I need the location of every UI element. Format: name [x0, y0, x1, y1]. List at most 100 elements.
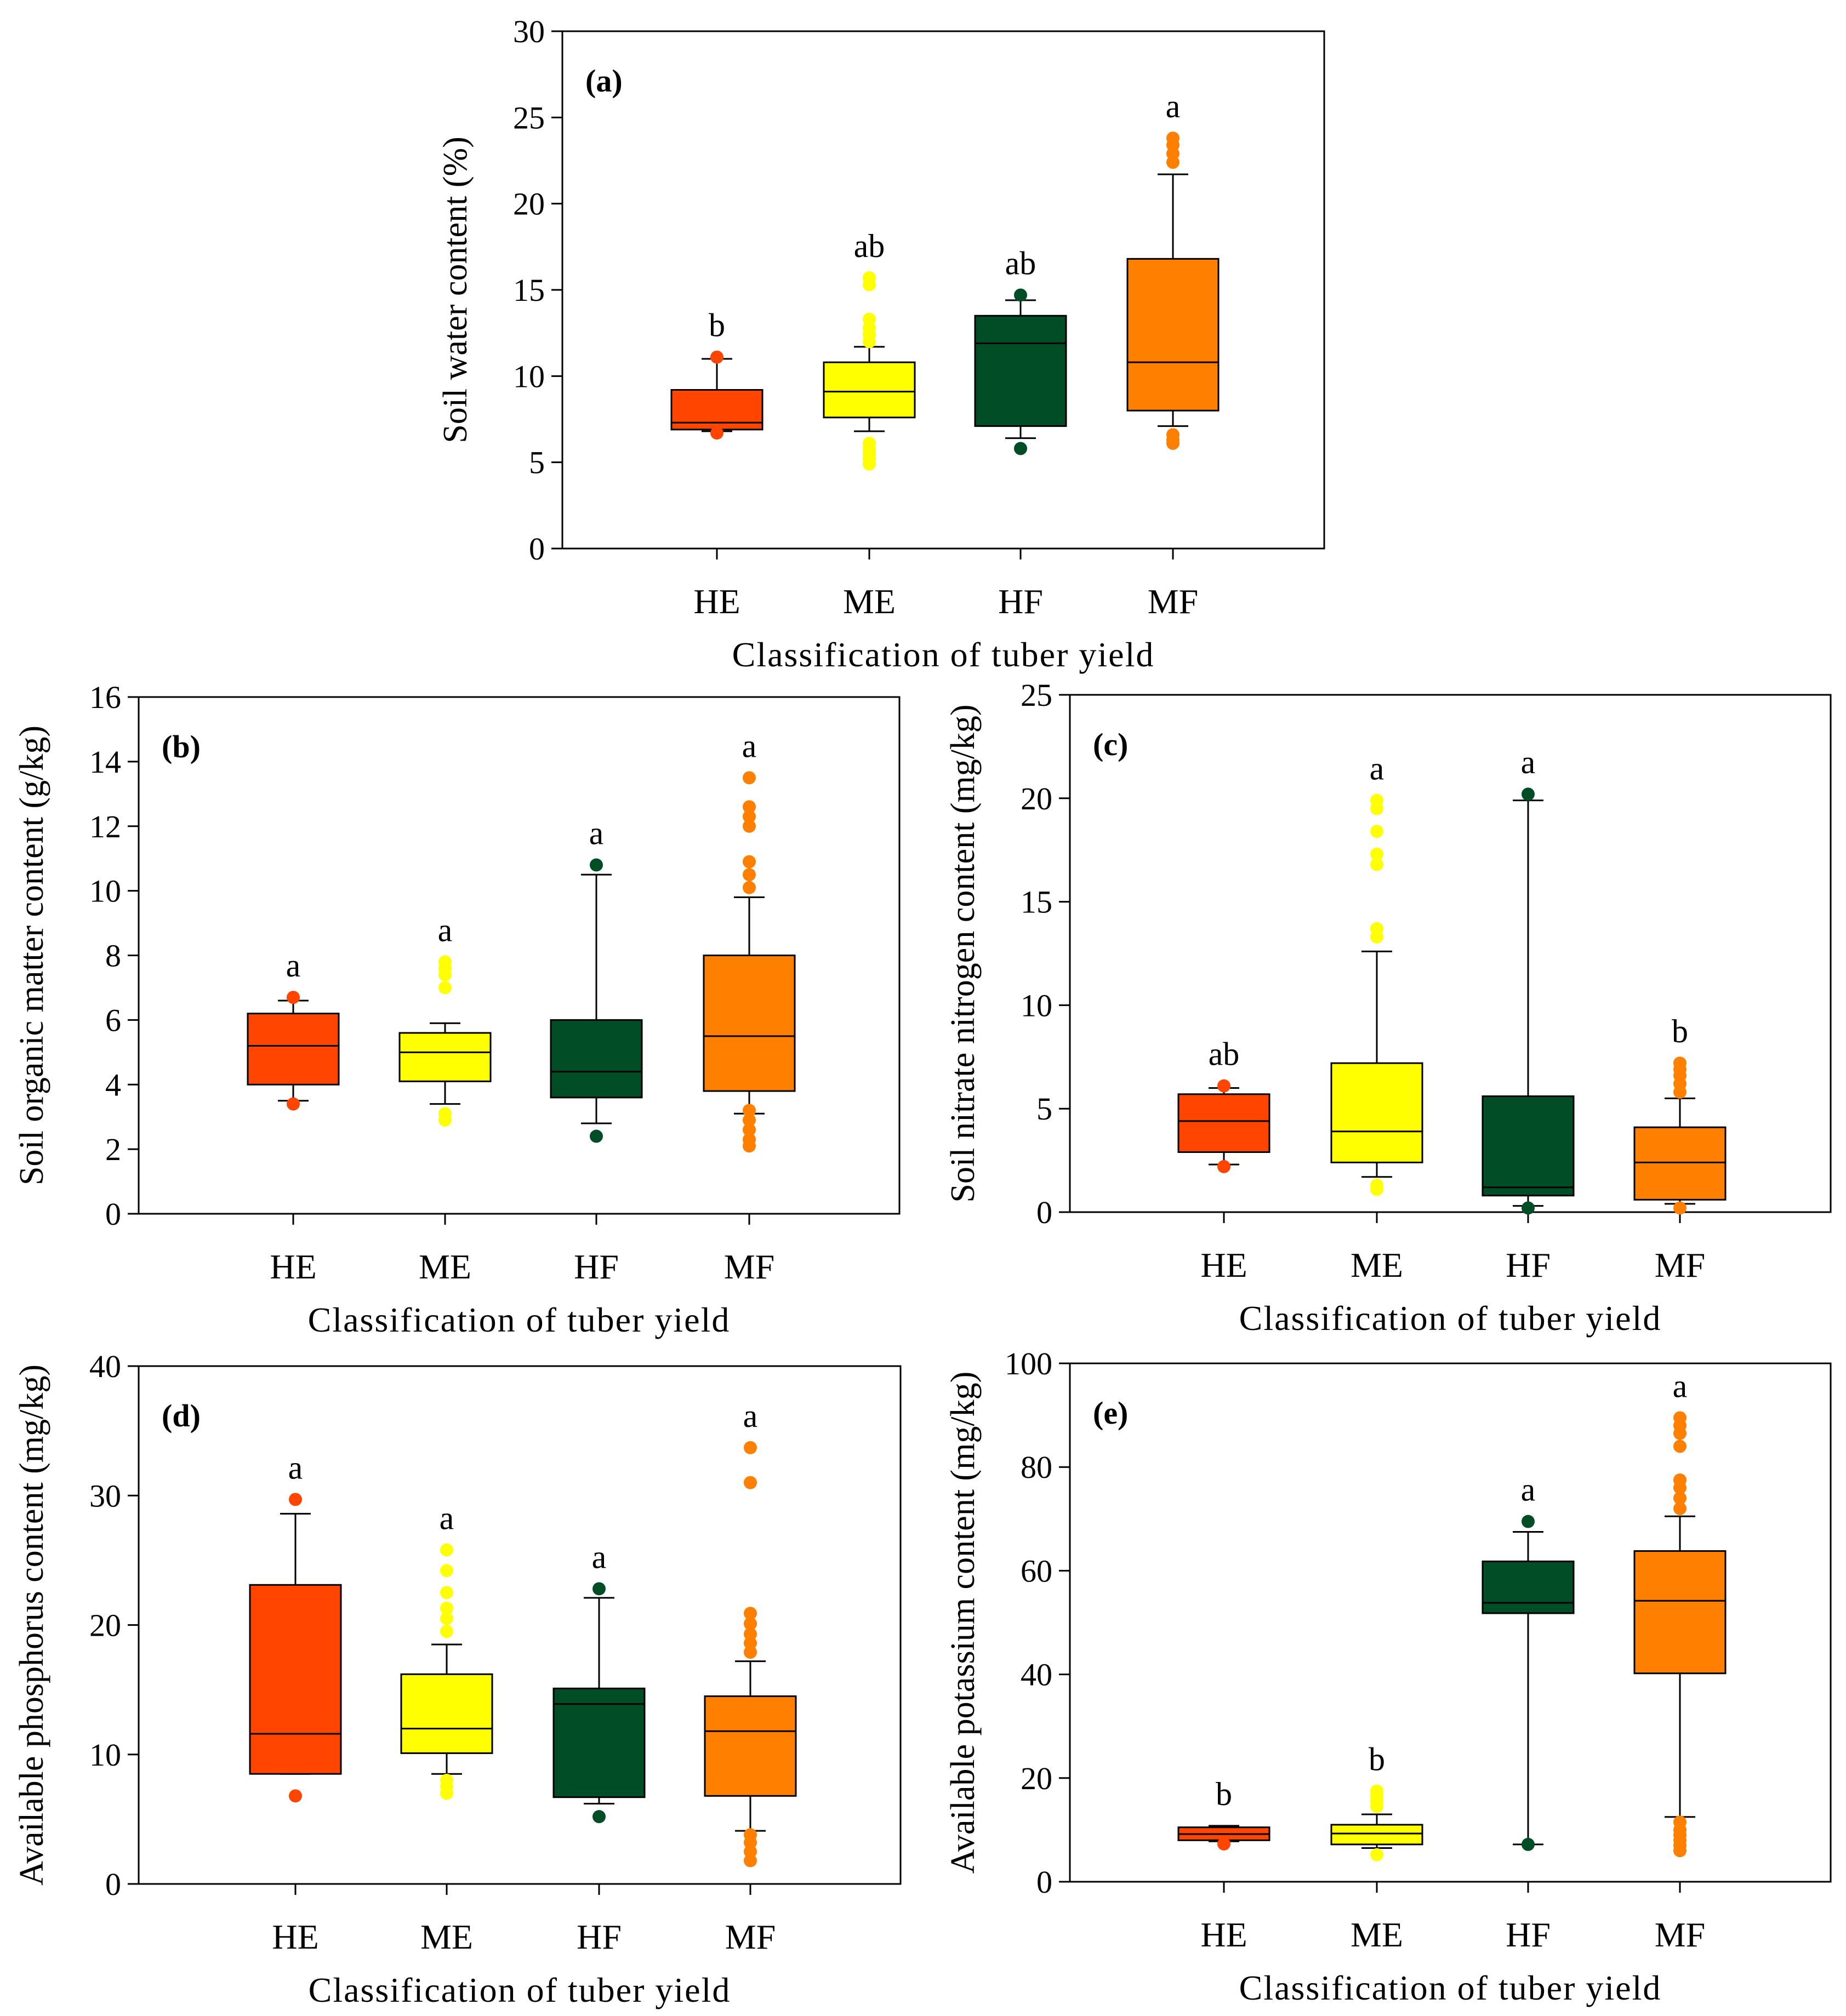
outlier-point: [440, 1586, 453, 1600]
box-ME: ab: [823, 228, 916, 471]
outlier-point: [1673, 1473, 1687, 1487]
outlier-point: [1673, 1201, 1687, 1215]
x-tick-label: ME: [419, 1247, 471, 1286]
x-tick-label: HF: [574, 1247, 619, 1286]
outlier-point: [1370, 793, 1383, 807]
outlier-point: [1522, 1837, 1535, 1851]
y-tick-label: 10: [89, 1737, 121, 1773]
panel-d: 0 10 20 30 40 HE ME HF MF Classification of tuber…: [13, 1349, 902, 2009]
outlier-point: [1370, 1178, 1383, 1192]
x-tick-label: HE: [272, 1917, 318, 1956]
iqr-box: [1330, 1062, 1423, 1163]
panel-label: (b): [162, 729, 201, 764]
box-HF: ab: [974, 245, 1067, 455]
y-tick-label: 40: [1021, 1657, 1052, 1693]
iqr-box: [1126, 258, 1220, 412]
x-axis-title: Classification of tuber yield: [308, 1300, 731, 1339]
y-tick-label: 2: [105, 1132, 121, 1167]
iqr-box: [974, 315, 1067, 427]
y-tick-label: 14: [89, 744, 121, 780]
x-tick-label: HF: [998, 582, 1043, 621]
iqr-box: [1482, 1095, 1575, 1197]
significance-letter: a: [1166, 88, 1181, 124]
y-tick-label: 6: [105, 1002, 121, 1038]
x-tick-label: HE: [1200, 1915, 1247, 1954]
outlier-point: [1370, 1784, 1383, 1798]
outlier-point: [743, 800, 756, 814]
outlier-point: [438, 955, 452, 969]
outlier-point: [590, 858, 603, 872]
y-tick-label: 0: [105, 1866, 121, 1902]
outlier-point: [744, 1636, 757, 1650]
x-tick-label: HF: [1506, 1915, 1551, 1954]
significance-letter: a: [1521, 1472, 1536, 1508]
outlier-point: [1370, 858, 1383, 871]
outlier-point: [744, 1441, 757, 1454]
y-tick-label: 20: [1021, 1761, 1052, 1796]
panel-e: 0 20 40 60 80 100 HE ME HF MF Classification of tu…: [944, 1346, 1832, 2007]
outlier-point: [1673, 1815, 1687, 1829]
x-tick-label: MF: [1148, 582, 1199, 621]
outlier-point: [1014, 442, 1027, 455]
y-tick-label: 0: [105, 1196, 121, 1232]
y-axis-title: Soil water content (%): [437, 136, 474, 443]
significance-letter: b: [1672, 1013, 1688, 1049]
box-ME: a: [398, 912, 492, 1127]
outlier-point: [1217, 1837, 1230, 1851]
x-tick-label: HF: [1506, 1246, 1551, 1284]
outlier-point: [1673, 1491, 1687, 1505]
iqr-box: [823, 361, 916, 419]
plot-frame: [1069, 1362, 1832, 1883]
outlier-point: [744, 1646, 757, 1659]
outlier-point: [743, 771, 756, 785]
outlier-point: [743, 819, 756, 833]
x-tick-label: ME: [420, 1917, 473, 1956]
box-MF: a: [1633, 1368, 1727, 1858]
y-tick-label: 4: [105, 1067, 121, 1103]
iqr-box: [1633, 1550, 1727, 1675]
y-tick-label: 15: [1021, 884, 1052, 920]
x-tick-label: MF: [725, 1917, 776, 1956]
y-tick-label: 0: [1036, 1195, 1052, 1230]
outlier-point: [710, 350, 723, 364]
outlier-point: [743, 855, 756, 869]
panel-b: 0 2 4 6 8 10 12 14 16 HE ME HF MF Classification of t…: [13, 679, 901, 1339]
outlier-point: [289, 1789, 302, 1803]
outlier-point: [744, 1607, 757, 1620]
x-axis-title: Classification of tuber yield: [309, 1971, 731, 2009]
outlier-point: [863, 312, 876, 326]
y-tick-label: 20: [89, 1608, 121, 1643]
panel-label: (a): [585, 63, 623, 99]
iqr-box: [398, 1032, 492, 1082]
outlier-point: [863, 271, 876, 284]
outlier-point: [590, 1129, 603, 1143]
outlier-point: [744, 1476, 757, 1489]
panel-label: (d): [162, 1398, 201, 1434]
significance-letter: a: [440, 1500, 454, 1536]
outlier-point: [440, 1625, 453, 1638]
outlier-point: [287, 1097, 300, 1111]
significance-letter: a: [1370, 751, 1384, 787]
x-axis-title: Classification of tuber yield: [1239, 1968, 1662, 2007]
outlier-point: [440, 1543, 453, 1557]
x-tick-label: MF: [1655, 1246, 1706, 1284]
outlier-point: [1673, 1056, 1687, 1070]
outlier-point: [1014, 288, 1027, 302]
y-tick-label: 15: [513, 272, 545, 308]
box-HF: a: [552, 1539, 646, 1824]
x-tick-label: HE: [693, 582, 740, 621]
x-tick-label: HE: [1200, 1246, 1247, 1284]
panel-a: 0 5 10 15 20 25 30 HE ME HF MF Classification of tu…: [437, 14, 1325, 674]
significance-letter: a: [743, 1398, 758, 1434]
y-tick-label: 20: [513, 186, 545, 222]
outlier-point: [438, 1107, 452, 1121]
significance-letter: a: [589, 815, 604, 851]
box-ME: b: [1330, 1741, 1423, 1861]
significance-letter: a: [1673, 1368, 1688, 1404]
iqr-box: [552, 1687, 646, 1798]
box-HF: a: [1482, 1472, 1575, 1851]
outlier-point: [1673, 1501, 1687, 1515]
y-tick-label: 5: [1036, 1091, 1052, 1127]
outlier-point: [1166, 428, 1180, 442]
